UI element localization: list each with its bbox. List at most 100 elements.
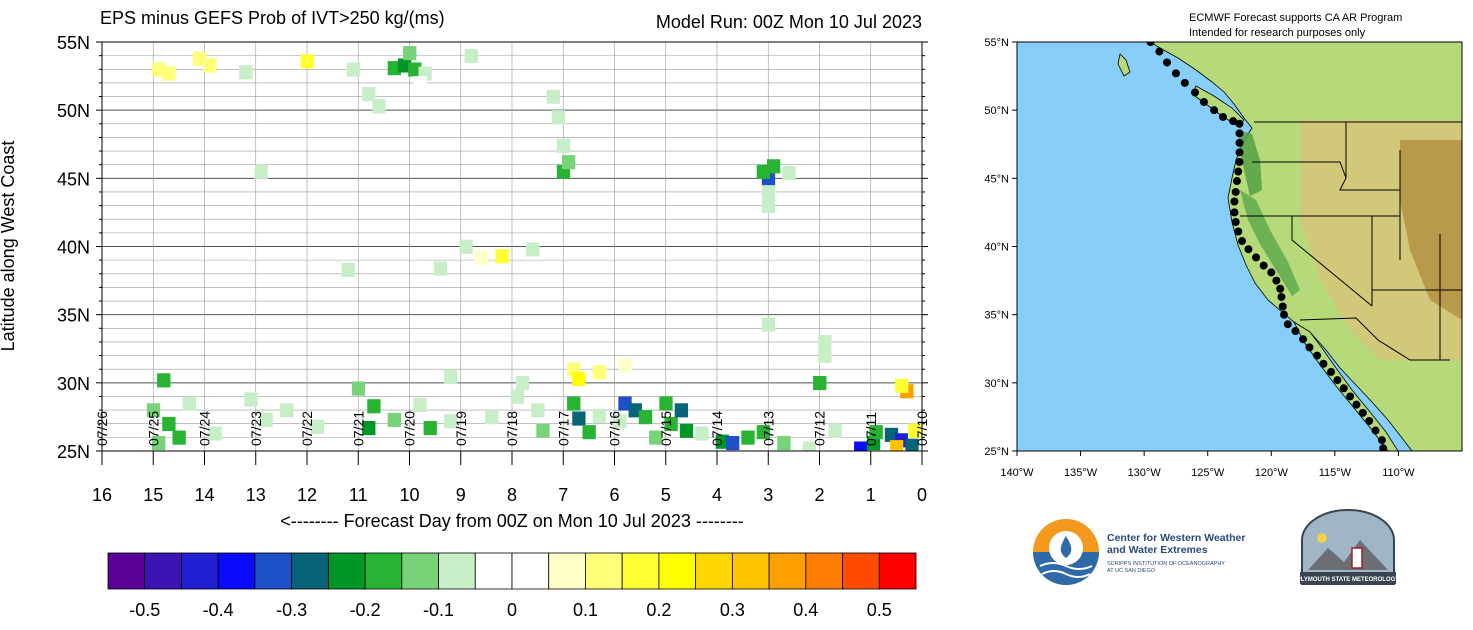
map-lat-tick-label: 25°N — [984, 446, 1009, 458]
data-cell — [413, 397, 427, 412]
date-label: 07/14 — [709, 411, 725, 446]
coast-point — [1235, 129, 1244, 138]
colorbar-tick-label: 0.3 — [720, 600, 745, 620]
data-cell — [362, 86, 376, 102]
data-cells — [146, 46, 922, 451]
coast-point — [1191, 88, 1199, 97]
coast-point — [1277, 292, 1286, 301]
data-cell — [239, 65, 253, 80]
model-run-label: Model Run: 00Z Mon 10 Jul 2023 — [656, 12, 922, 32]
data-cell — [674, 403, 689, 418]
map-lat-tick-label: 45°N — [984, 173, 1009, 185]
date-label: 07/10 — [914, 411, 930, 446]
colorbar-swatch — [327, 552, 366, 590]
coast-point — [1276, 284, 1285, 293]
haida-gwaii — [1117, 53, 1131, 77]
x-tick-label: 1 — [866, 485, 876, 505]
colorbar-swatch — [768, 552, 807, 590]
coast-point — [1365, 417, 1374, 426]
map-lon-tick-label: 110°W — [1382, 467, 1415, 479]
coast-point — [1280, 310, 1288, 319]
data-cell — [664, 416, 678, 432]
coast-point — [1238, 237, 1247, 246]
data-cell — [464, 48, 478, 63]
coast-point — [1327, 367, 1336, 376]
data-cell — [536, 423, 550, 438]
data-cell — [151, 436, 166, 451]
coast-point — [1358, 408, 1367, 417]
data-cell — [495, 249, 509, 264]
colorbar-tick-label: 0 — [507, 600, 517, 620]
data-cell — [203, 58, 217, 73]
data-cell — [444, 414, 458, 429]
date-label: 07/19 — [453, 411, 469, 446]
data-cell — [259, 412, 273, 427]
map-lon-tick-label: 130°W — [1128, 467, 1162, 479]
psu-logo-text: PLYMOUTH STATE METEOROLOGY — [1297, 577, 1400, 583]
date-label: 07/23 — [248, 411, 264, 446]
data-cell — [182, 396, 197, 411]
colorbar: -0.5 -0.4 -0.3 -0.2 -0.1 0 0.1 0.2 0.3 0.4 0.5 — [107, 552, 917, 620]
data-cell — [172, 430, 186, 445]
data-cell — [618, 358, 632, 373]
data-cell — [782, 166, 796, 181]
coast-point — [1244, 245, 1253, 254]
coast-point — [1333, 376, 1342, 385]
data-cell — [387, 412, 402, 427]
cw3e-logo-icon — [1033, 519, 1099, 585]
coast-point — [1319, 359, 1328, 368]
data-cell — [572, 411, 586, 426]
chart-grid — [102, 42, 922, 451]
coast-point — [1371, 426, 1380, 435]
data-cell — [403, 46, 417, 61]
date-label: 07/21 — [350, 411, 366, 446]
data-cell — [761, 185, 776, 200]
colorbar-swatch — [217, 552, 256, 590]
x-tick-label: 9 — [456, 485, 466, 505]
data-cell — [638, 410, 653, 425]
data-cell — [408, 62, 422, 77]
date-label: 07/25 — [145, 411, 161, 446]
coast-point — [1235, 138, 1244, 147]
colorbar-tick-label: -0.5 — [129, 600, 160, 620]
data-cell — [510, 389, 525, 404]
data-cell — [531, 403, 545, 418]
data-cell — [526, 242, 540, 257]
y-axis-ticks: 55N 50N 45N 40N 35N 30N 25N — [57, 33, 928, 462]
coast-point — [1218, 112, 1227, 121]
date-label: 07/20 — [402, 411, 418, 446]
data-cell — [715, 434, 730, 449]
y-tick-label: 25N — [57, 442, 90, 462]
data-cell — [300, 54, 314, 69]
data-cell — [433, 261, 448, 276]
data-cell — [592, 365, 607, 380]
x-tick-label: 10 — [399, 485, 419, 505]
cw3e-name-line3: SCRIPPS INSTITUTION OF OCEANOGRAPHY — [1107, 561, 1225, 567]
x-axis-ticks: 16 15 14 13 12 11 10 9 8 7 6 5 4 3 2 1 0 — [92, 451, 927, 505]
data-cell — [761, 198, 776, 213]
data-cell — [372, 99, 386, 114]
data-cell — [208, 426, 222, 441]
coast-point — [1199, 97, 1208, 106]
coast-point — [1230, 197, 1239, 206]
date-label: 07/17 — [555, 411, 571, 446]
cw3e-name-line1: Center for Western Weather — [1107, 532, 1245, 544]
colorbar-swatch — [291, 552, 329, 590]
data-cell — [423, 421, 437, 436]
map-lon-tick-label: 135°W — [1064, 467, 1098, 479]
colorbar-swatch — [511, 552, 550, 590]
coast-point — [1230, 208, 1239, 217]
data-cell — [515, 376, 530, 391]
colorbar-tick-label: 0.1 — [573, 600, 598, 620]
map-lon-tick-label: 120°W — [1255, 467, 1289, 479]
date-label: 07/16 — [607, 411, 623, 446]
y-tick-label: 50N — [57, 101, 90, 121]
data-cell — [905, 438, 919, 451]
date-label: 07/22 — [299, 411, 315, 446]
data-cell — [151, 62, 166, 77]
data-cell — [280, 403, 294, 418]
data-cell — [695, 426, 709, 441]
colorbar-swatch — [548, 552, 586, 590]
date-label: 07/12 — [812, 411, 828, 446]
